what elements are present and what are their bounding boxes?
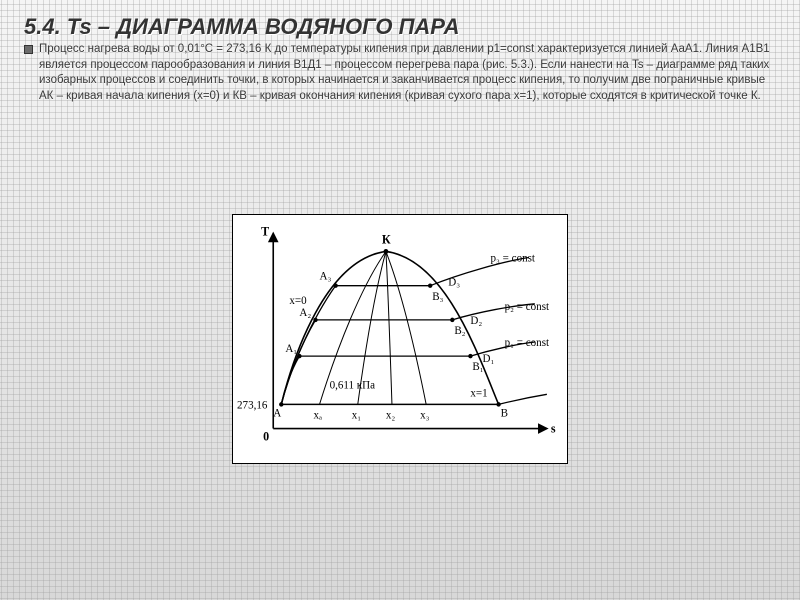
svg-text:p₃ = const: p₃ = const <box>491 253 535 265</box>
isobar-labels: p₁ = const p₂ = const p₃ = const <box>491 253 550 350</box>
svg-text:D₁: D₁ <box>482 353 494 365</box>
svg-text:A₁: A₁ <box>285 343 297 355</box>
x-axis-label: s <box>551 422 556 436</box>
svg-text:x₂: x₂ <box>386 409 396 421</box>
svg-text:B₃: B₃ <box>432 291 443 303</box>
label-0611: 0,611 кПа <box>330 379 376 391</box>
label-x0: x=0 <box>289 295 307 307</box>
svg-text:D₂: D₂ <box>470 315 482 327</box>
slide-body: Процесс нагрева воды от 0,01°С = 273,16 … <box>24 42 776 104</box>
body-paragraph: Процесс нагрева воды от 0,01°С = 273,16 … <box>39 42 776 104</box>
svg-text:xₐ: xₐ <box>313 409 322 421</box>
svg-text:p₂ = const: p₂ = const <box>505 301 549 313</box>
slide: { "title": "5.4. Ts – ДИАГРАММА ВОДЯНОГО… <box>0 0 800 600</box>
svg-text:p₁ = const: p₁ = const <box>505 337 549 349</box>
svg-text:x₁: x₁ <box>352 409 362 421</box>
ts-diagram-figure: 0 T s 273,16 <box>232 214 568 464</box>
bullet-icon <box>24 45 33 54</box>
y-tick-273: 273,16 <box>237 399 268 411</box>
svg-text:x₃: x₃ <box>420 409 430 421</box>
svg-text:D₃: D₃ <box>448 277 460 289</box>
critical-K: К <box>382 232 391 246</box>
ts-diagram-svg: 0 T s 273,16 <box>233 215 567 463</box>
svg-text:A₃: A₃ <box>320 271 332 283</box>
saturation-dome <box>281 251 498 404</box>
origin-label: 0 <box>263 430 269 444</box>
bullet-item: Процесс нагрева воды от 0,01°С = 273,16 … <box>24 42 776 104</box>
x-ticks: xₐ x₁ x₂ x₃ <box>313 409 429 421</box>
svg-text:A: A <box>273 407 281 419</box>
slide-title: 5.4. Ts – ДИАГРАММА ВОДЯНОГО ПАРА <box>24 14 776 40</box>
label-x1: x=1 <box>470 387 487 399</box>
svg-text:A₂: A₂ <box>299 307 311 319</box>
y-axis-label: T <box>261 224 269 238</box>
svg-text:B₂: B₂ <box>454 325 465 337</box>
svg-text:B: B <box>501 407 508 419</box>
